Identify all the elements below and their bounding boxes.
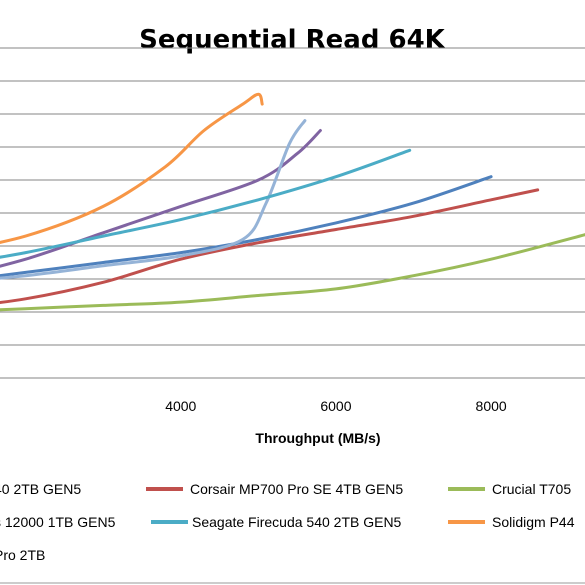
legend-label-seagate-40: 40 2TB GEN5	[0, 481, 81, 497]
series-line-6	[0, 92, 264, 245]
gridlines	[0, 47, 585, 346]
x-axis-title: Throughput (MB/s)	[255, 430, 380, 446]
x-tick-label: 8000	[476, 398, 507, 414]
series-line-1	[0, 188, 540, 305]
legend-label-samsung-12000: s 12000 1TB GEN5	[0, 514, 116, 530]
x-tick-labels: 4000 6000 8000	[165, 398, 507, 414]
chart-title: Sequential Read 64K	[139, 25, 446, 55]
series-line-5	[0, 148, 412, 259]
x-tick-label: 4000	[165, 398, 196, 414]
legend-label-seagate-firecuda: Seagate Firecuda 540 2TB GEN5	[192, 514, 402, 530]
legend-label-corsair-mp700: Corsair MP700 Pro SE 4TB GEN5	[190, 481, 403, 497]
legend-label-corsair-mp600: Pro 2TB	[0, 547, 45, 563]
series-line-2	[0, 233, 585, 312]
legend-label-solidigm: Solidigm P44	[492, 514, 575, 530]
series-line-3	[0, 129, 322, 268]
x-tick-label: 6000	[320, 398, 351, 414]
legend: Corsair MP700 Pro SE 4TB GEN5 Crucial T7…	[0, 481, 575, 563]
series-line-4	[0, 119, 307, 280]
series-lines	[0, 92, 585, 312]
legend-label-crucial-t705: Crucial T705	[492, 481, 571, 497]
